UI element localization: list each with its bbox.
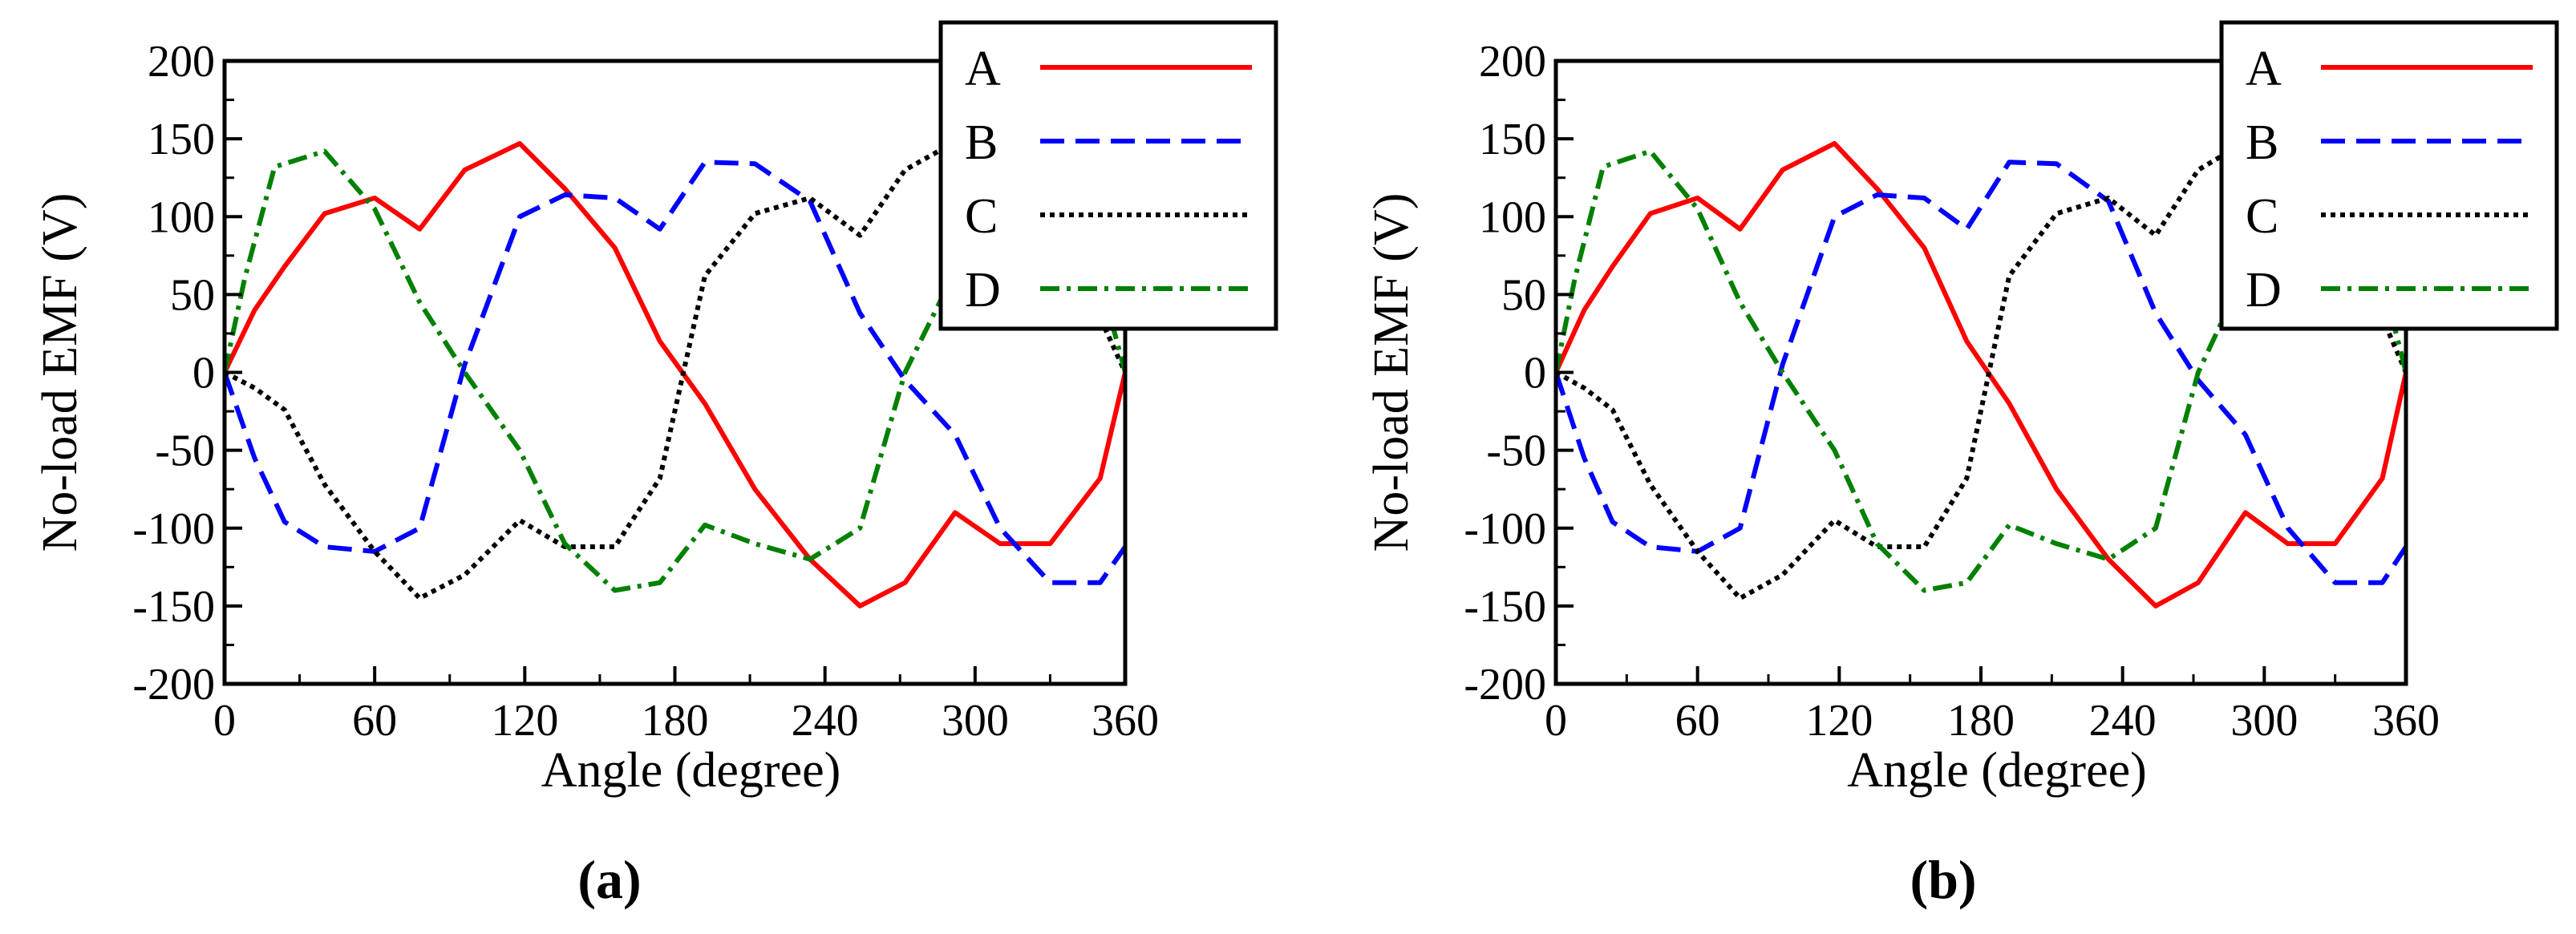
series-line-b <box>1556 160 2406 585</box>
x-tick-label: 360 <box>1092 696 1159 746</box>
legend-label-c: C <box>965 189 998 244</box>
series-line-c <box>225 139 1125 601</box>
y-tick-label: 100 <box>148 192 215 242</box>
x-tick-label: 300 <box>942 696 1009 746</box>
x-tick-label: 120 <box>1805 696 1873 746</box>
panel-caption: (a) <box>577 849 641 910</box>
legend-label-b: B <box>2246 115 2278 170</box>
y-tick-label: -50 <box>1486 427 1546 476</box>
y-tick-label: -100 <box>1464 504 1546 554</box>
x-tick-label: 0 <box>1545 696 1567 746</box>
x-tick-label: 180 <box>642 696 709 746</box>
y-tick-label: 0 <box>1524 349 1546 398</box>
x-tick-label: 60 <box>1675 696 1720 746</box>
series-line-a <box>225 140 1125 609</box>
legend-label-d: D <box>2246 263 2282 317</box>
y-tick-label: 200 <box>1479 37 1546 87</box>
y-tick-label: -150 <box>132 582 215 632</box>
series-line-b <box>225 160 1125 585</box>
y-tick-label: 150 <box>1479 115 1546 164</box>
y-tick-label: 50 <box>1501 270 1546 320</box>
y-tick-label: -100 <box>132 504 215 554</box>
y-tick-label: 200 <box>148 37 215 87</box>
panel-caption: (b) <box>1910 849 1976 910</box>
y-tick-label: 150 <box>148 115 215 164</box>
x-axis-label: Angle (degree) <box>541 743 841 798</box>
y-tick-label: 50 <box>170 270 215 320</box>
legend-box <box>938 20 1278 331</box>
x-tick-label: 120 <box>491 696 558 746</box>
legend-label-b: B <box>965 115 998 170</box>
series-line-c <box>1556 139 2406 601</box>
series-line-a <box>1556 140 2406 609</box>
x-tick-label: 0 <box>213 696 236 746</box>
y-tick-label: -200 <box>132 660 215 710</box>
x-tick-label: 180 <box>1947 696 2015 746</box>
y-tick-label: 100 <box>1479 192 1546 242</box>
x-tick-label: 360 <box>2372 696 2440 746</box>
y-tick-label: -200 <box>1464 660 1546 710</box>
legend-label-a: A <box>2246 42 2282 96</box>
y-tick-label: -50 <box>155 427 215 476</box>
x-axis-label: Angle (degree) <box>1847 743 2147 798</box>
legend-label-d: D <box>965 263 1001 317</box>
x-tick-label: 240 <box>2089 696 2157 746</box>
x-tick-label: 240 <box>792 696 859 746</box>
y-axis-label: No-load EMF (V) <box>1364 193 1419 552</box>
y-tick-label: 0 <box>192 349 215 398</box>
legend-box <box>2219 20 2559 331</box>
x-tick-label: 60 <box>352 696 397 746</box>
plot-area <box>1556 139 2406 609</box>
y-axis-label: No-load EMF (V) <box>33 193 87 552</box>
y-tick-label: -150 <box>1464 582 1546 632</box>
legend-label-c: C <box>2246 189 2278 244</box>
legend-label-a: A <box>965 42 1001 96</box>
x-tick-label: 300 <box>2230 696 2298 746</box>
